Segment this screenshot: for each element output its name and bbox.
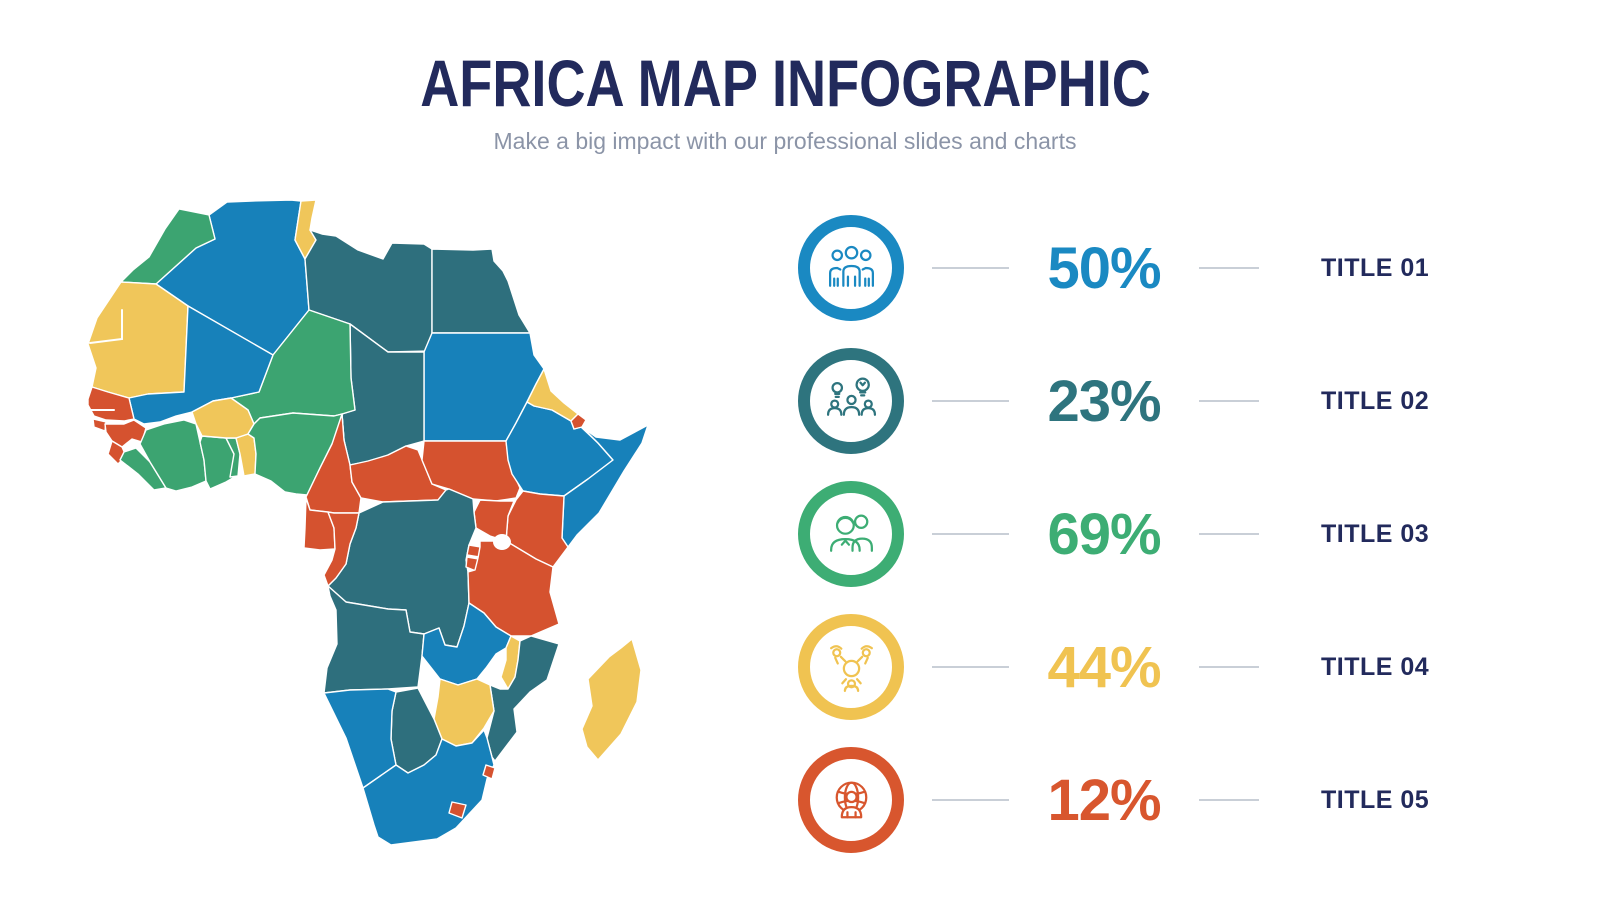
stat-title: TITLE 05 bbox=[1321, 785, 1430, 814]
connector-line bbox=[932, 533, 1009, 535]
country-somalia bbox=[561, 424, 649, 548]
stat-icon-ring bbox=[798, 348, 904, 454]
connector-line bbox=[932, 267, 1009, 269]
stat-icon-ring bbox=[798, 614, 904, 720]
country-madagascar bbox=[581, 638, 642, 761]
connector-line bbox=[932, 666, 1009, 668]
stat-row: 69% TITLE 03 bbox=[798, 480, 1429, 588]
stat-row: 50% TITLE 01 bbox=[798, 214, 1429, 322]
country-guinea bbox=[104, 419, 147, 448]
country-mozambique bbox=[486, 635, 560, 762]
africa-map-svg bbox=[88, 199, 649, 846]
country-western-sahara-mauritania bbox=[88, 281, 189, 399]
connector-line bbox=[932, 799, 1009, 801]
header: AFRICA MAP INFOGRAPHIC Make a big impact… bbox=[0, 50, 1570, 155]
country-senegal bbox=[88, 386, 135, 422]
country-eswatini bbox=[482, 764, 496, 780]
stat-icon-ring bbox=[798, 747, 904, 853]
country-egypt bbox=[431, 248, 531, 334]
connector-line bbox=[932, 400, 1009, 402]
connector-line bbox=[1199, 267, 1259, 269]
country-congo bbox=[323, 511, 360, 587]
stat-percent: 69% bbox=[1047, 501, 1161, 567]
country-liberia bbox=[119, 447, 167, 491]
stat-row: 12% TITLE 05 bbox=[798, 746, 1429, 854]
page-title: AFRICA MAP INFOGRAPHIC bbox=[419, 46, 1151, 120]
stat-title: TITLE 01 bbox=[1321, 253, 1430, 282]
stat-title: TITLE 02 bbox=[1321, 386, 1430, 415]
country-namibia bbox=[323, 688, 397, 789]
connector-line bbox=[1199, 400, 1259, 402]
country-eritrea bbox=[526, 368, 579, 422]
africa-map bbox=[88, 198, 660, 860]
stat-row: 44% TITLE 04 bbox=[798, 613, 1429, 721]
country-lesotho bbox=[448, 801, 467, 819]
connector-line bbox=[1199, 799, 1259, 801]
connector-line bbox=[1199, 666, 1259, 668]
couple-icon bbox=[823, 506, 880, 563]
stat-row: 23% TITLE 02 bbox=[798, 347, 1429, 455]
connector-line bbox=[1199, 533, 1259, 535]
lake-victoria bbox=[493, 534, 511, 550]
stat-title: TITLE 03 bbox=[1321, 519, 1430, 548]
wsahara-mauritania-border bbox=[89, 309, 123, 344]
stat-percent: 12% bbox=[1047, 767, 1161, 833]
globe-person-icon bbox=[823, 772, 880, 829]
team-icon bbox=[823, 240, 880, 297]
brainstorm-icon bbox=[823, 373, 880, 430]
stat-percent: 44% bbox=[1047, 634, 1161, 700]
stat-icon-ring bbox=[798, 481, 904, 587]
stat-percent: 50% bbox=[1047, 235, 1161, 301]
stat-percent: 23% bbox=[1047, 368, 1161, 434]
page-subtitle: Make a big impact with our professional … bbox=[493, 128, 1077, 154]
country-djibouti bbox=[570, 413, 587, 430]
country-guinea-bissau bbox=[92, 418, 107, 432]
country-angola bbox=[323, 585, 425, 694]
stat-title: TITLE 04 bbox=[1321, 652, 1430, 681]
meeting-icon bbox=[823, 639, 880, 696]
stats-list: 50% TITLE 01 23% TITLE 02 69% TITLE 03 44% TITL… bbox=[798, 214, 1429, 854]
stat-icon-ring bbox=[798, 215, 904, 321]
